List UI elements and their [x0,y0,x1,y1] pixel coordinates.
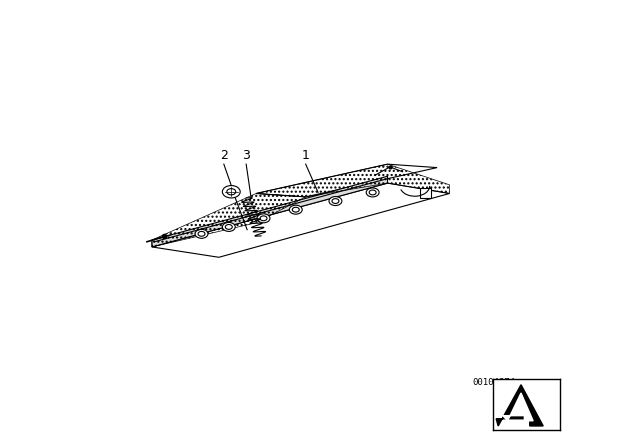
Text: 1: 1 [301,150,310,163]
Polygon shape [152,176,388,247]
Circle shape [332,198,339,203]
Circle shape [195,229,208,238]
Text: 2: 2 [220,150,228,163]
Polygon shape [493,379,560,430]
Polygon shape [496,385,543,426]
FancyBboxPatch shape [420,188,431,198]
Circle shape [198,232,205,236]
Circle shape [366,188,379,197]
Polygon shape [503,393,533,421]
Polygon shape [256,164,437,197]
Text: 3: 3 [242,150,250,163]
Circle shape [292,207,300,212]
Circle shape [289,205,302,214]
Circle shape [257,214,270,223]
Circle shape [222,185,240,198]
Circle shape [369,190,376,195]
Circle shape [227,189,236,195]
Circle shape [329,197,342,206]
Circle shape [222,223,236,232]
Text: 00104874: 00104874 [473,378,516,387]
Circle shape [260,216,267,221]
Polygon shape [152,183,449,257]
Circle shape [225,224,232,229]
